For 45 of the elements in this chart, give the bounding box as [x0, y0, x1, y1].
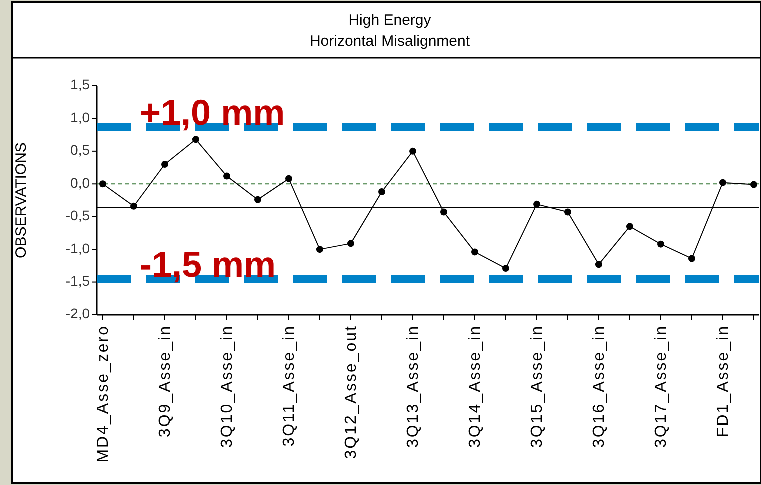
ref-line-label: -1,5 mm	[140, 244, 276, 286]
point	[626, 223, 634, 230]
point	[440, 208, 448, 216]
x-tick-label: 3Q12_Asse_out	[343, 325, 360, 460]
point	[348, 240, 354, 248]
x-tick-label: 3Q17_Asse_in	[653, 325, 670, 448]
point	[720, 179, 726, 186]
point	[410, 148, 416, 155]
point	[750, 181, 758, 188]
y-tick-label: -1,5	[66, 272, 90, 289]
y-tick-label: -2,0	[66, 306, 90, 322]
point	[192, 136, 200, 144]
point	[316, 246, 324, 254]
x-tick-label: 3Q9_Asse_in	[157, 325, 174, 438]
x-tick-label: 3Q11_Asse_in	[281, 325, 298, 447]
x-tick-label: MD4_Asse_zero	[95, 325, 112, 463]
point	[286, 175, 292, 182]
point	[472, 248, 478, 256]
chart-title: High Energy Horizontal Misalignment	[310, 12, 471, 50]
x-tick-label: 3Q14_Asse_in	[467, 325, 484, 448]
y-tick-label: 1,5	[70, 76, 90, 93]
point	[596, 261, 602, 268]
ref-line-label: +1,0 mm	[140, 92, 286, 134]
point	[224, 172, 230, 180]
y-tick-label: -0,5	[66, 208, 90, 224]
y-tick-label: 0,5	[70, 142, 90, 158]
point	[688, 255, 696, 262]
y-tick-label: 0,0	[70, 174, 90, 191]
point	[564, 208, 572, 216]
x-tick-label: 3Q10_Asse_in	[219, 325, 236, 448]
x-tick-label: 3Q16_Asse_in	[591, 325, 608, 448]
x-tick-label: FD1_Asse_in	[715, 325, 732, 438]
y-axis-title: OBSERVATIONS	[12, 142, 30, 258]
x-tick-label: 3Q15_Asse_in	[529, 325, 546, 448]
point	[130, 202, 138, 210]
point	[378, 188, 386, 196]
y-tick-label: 1,0	[70, 109, 90, 126]
point	[658, 240, 664, 248]
point	[100, 180, 106, 188]
x-tick-label: 3Q13_Asse_in	[405, 325, 422, 448]
point	[534, 200, 540, 208]
point	[502, 265, 510, 272]
point	[162, 161, 168, 168]
point	[254, 196, 262, 204]
y-tick-label: -1,0	[66, 240, 90, 256]
